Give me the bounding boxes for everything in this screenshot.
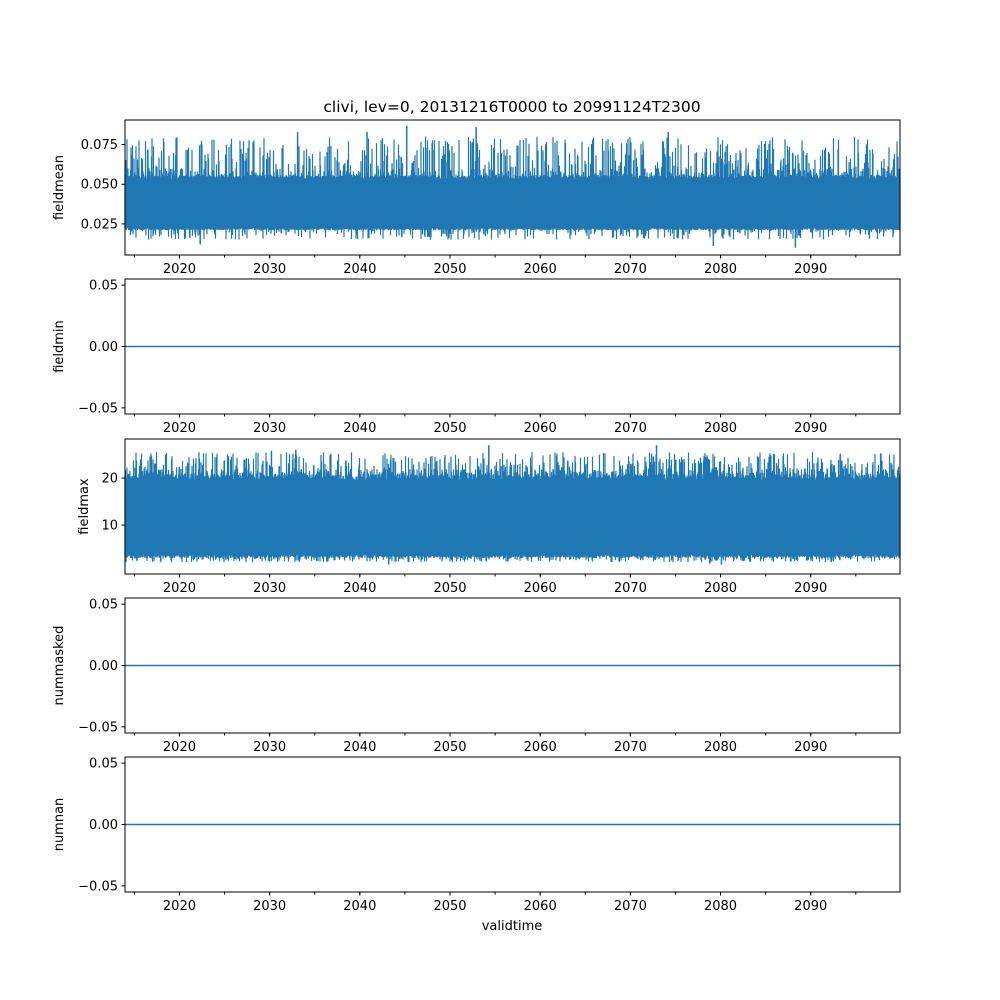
x-tick-label: 2080: [704, 421, 737, 436]
x-tick-label: 2020: [163, 262, 196, 277]
x-tick-label: 2030: [253, 262, 286, 277]
y-tick-label: 0.075: [81, 138, 118, 153]
x-tick-label: 2060: [524, 262, 557, 277]
chart-title: clivi, lev=0, 20131216T0000 to 20991124T…: [323, 98, 700, 116]
x-tick-label: 2090: [794, 581, 827, 596]
axes-frame: [124, 119, 901, 256]
x-tick-label: 2090: [794, 740, 827, 755]
x-tick-label: 2030: [253, 740, 286, 755]
y-tick-label: 10: [101, 519, 118, 534]
y-axis-label: fieldmin: [52, 320, 67, 373]
x-tick-label: 2090: [794, 899, 827, 914]
x-tick-label: 2040: [343, 740, 376, 755]
x-tick-label: 2030: [253, 581, 286, 596]
x-tick-label: 2070: [614, 899, 647, 914]
x-tick-label: 2020: [163, 421, 196, 436]
x-tick-label: 2020: [163, 581, 196, 596]
y-tick-label: 0.05: [89, 598, 118, 613]
x-tick-label: 2040: [343, 262, 376, 277]
y-tick-label: 0.025: [81, 217, 118, 232]
y-axis-label: nummasked: [52, 626, 67, 706]
x-tick-label: 2050: [433, 740, 466, 755]
y-tick-label: −0.05: [78, 401, 118, 416]
x-tick-label: 2060: [524, 740, 557, 755]
x-tick-label: 2050: [433, 581, 466, 596]
x-tick-label: 2060: [524, 421, 557, 436]
series-band: [124, 136, 901, 240]
axes-frame: [124, 438, 901, 575]
x-tick-label: 2080: [704, 262, 737, 277]
subplot-numnan: −0.05 0.00 0.05 2020 2030 2040 2050 2060 2070 208…: [52, 756, 901, 914]
x-tick-label: 2070: [614, 262, 647, 277]
x-tick-label: 2060: [524, 581, 557, 596]
x-tick-label: 2080: [704, 581, 737, 596]
x-tick-label: 2080: [704, 740, 737, 755]
x-tick-label: 2040: [343, 581, 376, 596]
x-axis-label: validtime: [482, 919, 543, 934]
x-tick-label: 2080: [704, 899, 737, 914]
subplot-fieldmean: 0.025 0.050 0.075 2020 2030 2040 2050 2060 2070 2…: [52, 119, 901, 277]
y-axis-label: fieldmean: [52, 155, 67, 220]
x-tick-label: 2090: [794, 262, 827, 277]
y-tick-label: −0.05: [78, 720, 118, 735]
x-tick-label: 2070: [614, 581, 647, 596]
subplot-fieldmin: −0.05 0.00 0.05 2020 2030 2040 2050 2060 2070 208…: [52, 278, 901, 436]
x-tick-label: 2050: [433, 262, 466, 277]
y-tick-label: 20: [101, 472, 118, 487]
y-tick-label: 0.05: [89, 757, 118, 772]
y-tick-label: 0.00: [89, 340, 118, 355]
x-tick-label: 2070: [614, 421, 647, 436]
x-tick-label: 2030: [253, 899, 286, 914]
x-tick-label: 2020: [163, 899, 196, 914]
y-axis-label: numnan: [52, 798, 67, 852]
x-tick-label: 2070: [614, 740, 647, 755]
y-tick-label: 0.050: [81, 178, 118, 193]
x-tick-label: 2040: [343, 899, 376, 914]
x-tick-label: 2030: [253, 421, 286, 436]
y-axis-label: fieldmax: [77, 478, 92, 535]
subplot-nummasked: −0.05 0.00 0.05 2020 2030 2040 2050 2060 2070 208…: [52, 597, 901, 755]
x-tick-label: 2040: [343, 421, 376, 436]
series-band: [124, 452, 901, 563]
y-tick-label: 0.00: [89, 659, 118, 674]
y-tick-label: 0.05: [89, 279, 118, 294]
x-tick-label: 2050: [433, 899, 466, 914]
y-tick-label: −0.05: [78, 879, 118, 894]
x-tick-label: 2050: [433, 421, 466, 436]
x-tick-label: 2020: [163, 740, 196, 755]
x-tick-label: 2090: [794, 421, 827, 436]
x-tick-label: 2060: [524, 899, 557, 914]
y-tick-label: 0.00: [89, 818, 118, 833]
